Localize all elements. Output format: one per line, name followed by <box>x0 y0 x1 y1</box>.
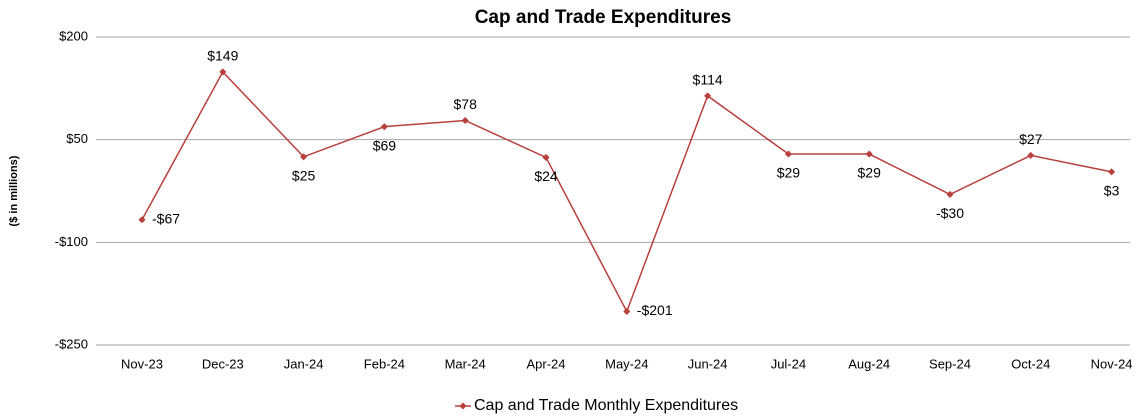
marker <box>946 190 954 198</box>
x-tick-label: Jul-24 <box>771 356 806 371</box>
data-label: $78 <box>454 96 478 112</box>
data-label: -$67 <box>152 210 180 226</box>
marker <box>865 150 873 158</box>
x-tick-label: Oct-24 <box>1011 356 1050 371</box>
data-label: $24 <box>534 168 558 184</box>
chart-title: Cap and Trade Expenditures <box>475 7 732 28</box>
data-label: $149 <box>207 48 238 64</box>
y-tick-label: -$100 <box>55 234 88 249</box>
legend-label: Cap and Trade Monthly Expenditures <box>474 397 738 414</box>
x-tick-label: Sep-24 <box>929 356 971 371</box>
x-tick-label: May-24 <box>605 356 648 371</box>
marker <box>784 150 792 158</box>
data-label: -$30 <box>936 205 964 221</box>
marker <box>1027 151 1035 159</box>
y-tick-label: -$250 <box>55 336 88 351</box>
data-label: $69 <box>373 137 397 153</box>
x-tick-label: Jan-24 <box>284 356 324 371</box>
line <box>141 70 1112 314</box>
data-label: $114 <box>693 72 723 88</box>
x-tick-label: Nov-23 <box>121 356 163 371</box>
x-tick-label: Nov-24 <box>1091 356 1133 371</box>
data-label: $27 <box>1019 131 1043 147</box>
marker <box>380 123 388 131</box>
x-tick-label: Dec-23 <box>202 356 244 371</box>
x-tick-label: Feb-24 <box>364 356 405 371</box>
x-tick-label: Aug-24 <box>848 356 890 371</box>
marker <box>300 153 308 161</box>
data-label: $29 <box>858 165 882 181</box>
legend-marker <box>459 402 467 410</box>
y-axis-label: ($ in millions) <box>8 155 20 226</box>
data-label: $3 <box>1104 183 1120 199</box>
y-tick-label: $50 <box>66 131 88 146</box>
marker <box>461 116 469 125</box>
marker <box>623 307 631 315</box>
marker <box>1108 168 1116 176</box>
y-tick-label: $200 <box>59 28 88 43</box>
data-label: -$201 <box>637 302 673 318</box>
marker <box>138 216 146 224</box>
x-tick-label: Jun-24 <box>688 356 728 371</box>
data-label: $25 <box>292 167 316 183</box>
data-label: $29 <box>777 165 801 181</box>
marker <box>219 68 227 76</box>
marker <box>542 153 550 161</box>
x-tick-label: Apr-24 <box>526 356 565 371</box>
x-tick-label: Mar-24 <box>445 356 486 371</box>
marker <box>704 92 712 100</box>
